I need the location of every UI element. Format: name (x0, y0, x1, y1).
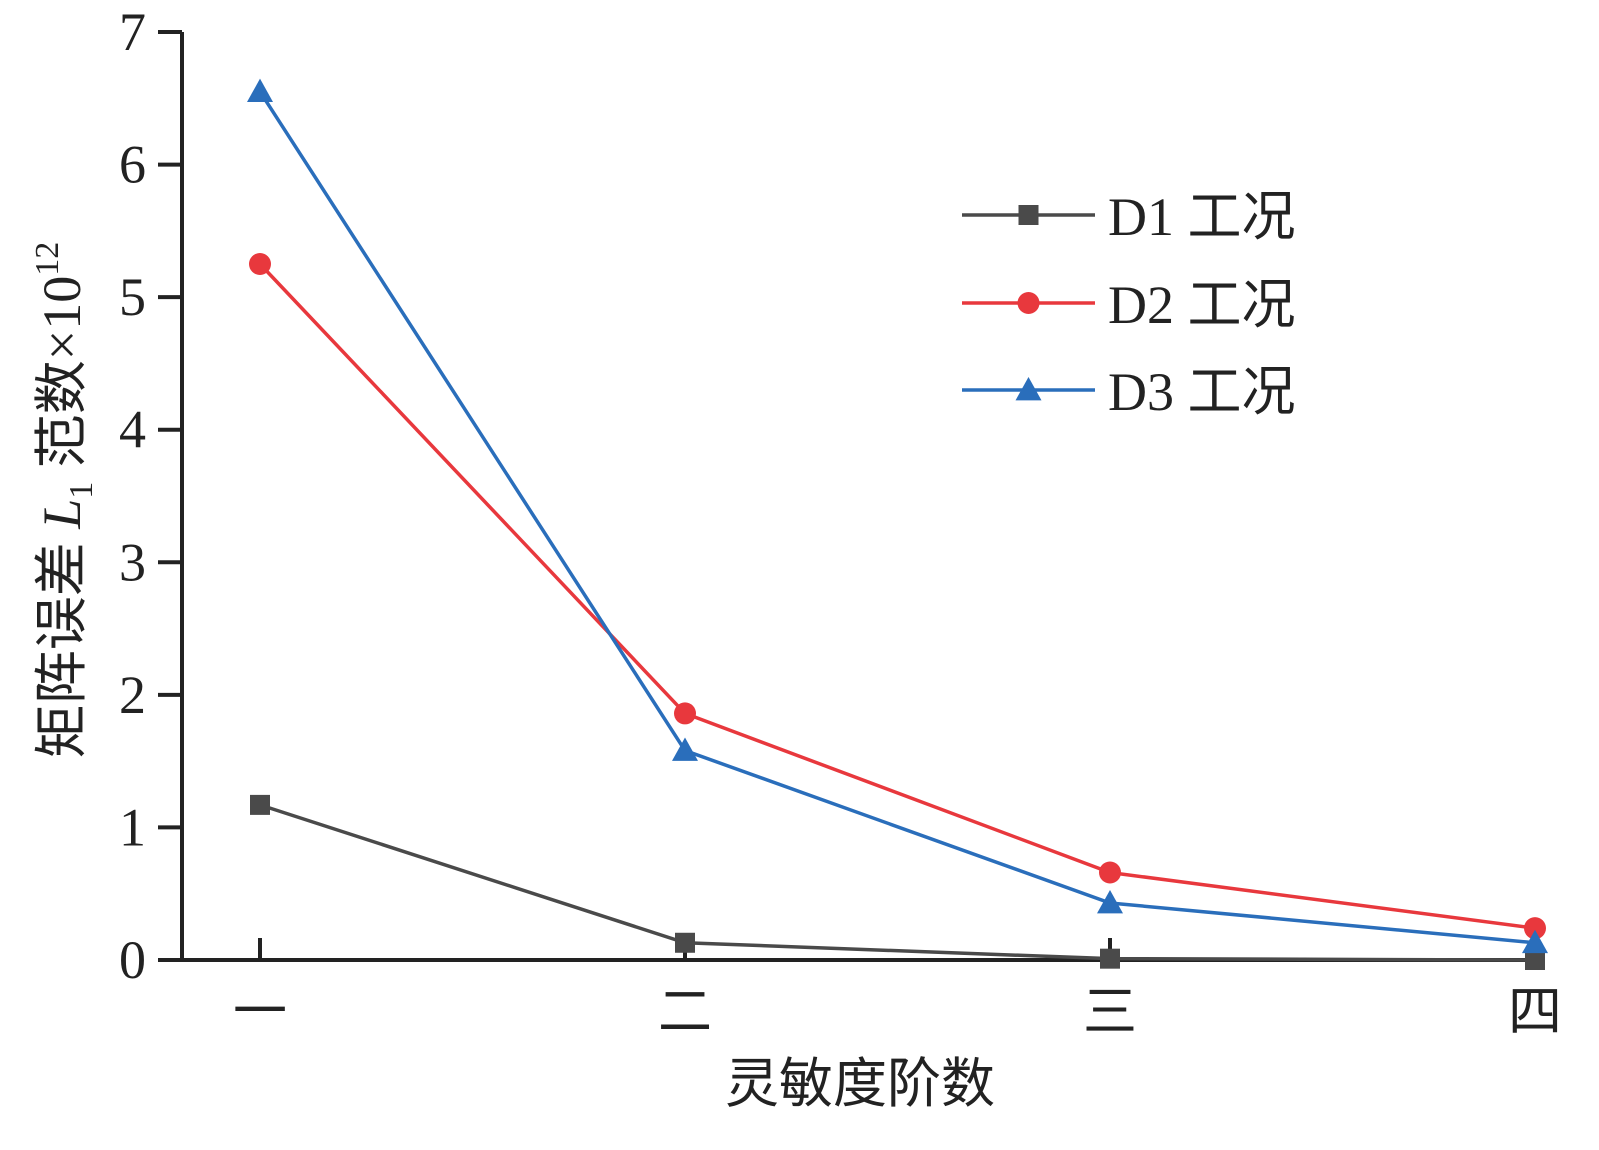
x-axis-title: 灵敏度阶数 (725, 1054, 995, 1114)
data-point (1099, 861, 1121, 884)
y-tick-label: 2 (119, 665, 146, 725)
x-tick-label: 一 (233, 982, 287, 1042)
legend-item-3: D3 工况 (962, 362, 1296, 422)
data-point (1100, 948, 1120, 969)
x-tick-label: 四 (1508, 982, 1562, 1042)
y-tick-label: 0 (119, 930, 146, 990)
data-point (1522, 929, 1548, 954)
data-point (249, 253, 271, 275)
series-2 (249, 253, 1546, 940)
data-point (674, 702, 696, 725)
legend-item-2: D2 工况 (962, 275, 1296, 335)
series-line (258, 262, 1536, 930)
legend-marker (1015, 377, 1042, 401)
legend-label: D2 工况 (1108, 275, 1296, 335)
series-group (247, 78, 1548, 970)
y-axis-title: 矩阵误差 L1 范数×1012 (29, 242, 100, 759)
data-point (1524, 917, 1546, 940)
legend-item-1: D1 工况 (962, 187, 1296, 247)
y-tick-label: 6 (119, 135, 146, 195)
y-tick-label: 3 (119, 532, 146, 592)
legend-marker (1017, 292, 1040, 314)
series-3 (247, 78, 1548, 954)
data-point (1525, 950, 1545, 970)
legend-label: D3 工况 (1108, 362, 1296, 422)
series-line (258, 90, 1536, 945)
y-tick-label: 5 (119, 267, 146, 327)
y-tick-label: 1 (119, 797, 146, 857)
series-line (259, 803, 1536, 962)
y-tick-label: 4 (119, 400, 146, 460)
data-point (247, 78, 273, 103)
data-point (672, 737, 698, 761)
data-point (250, 794, 270, 815)
y-tick-label: 7 (119, 2, 146, 62)
legend-label: D1 工况 (1108, 187, 1296, 247)
legend: D1 工况 D2 工况 D3 工况 (962, 187, 1296, 422)
data-point (675, 932, 695, 953)
legend-marker (1018, 205, 1039, 225)
x-tick-label: 二 (658, 982, 712, 1042)
x-tick-label: 三 (1083, 982, 1137, 1042)
series-1 (250, 794, 1545, 970)
data-point (1097, 889, 1123, 914)
